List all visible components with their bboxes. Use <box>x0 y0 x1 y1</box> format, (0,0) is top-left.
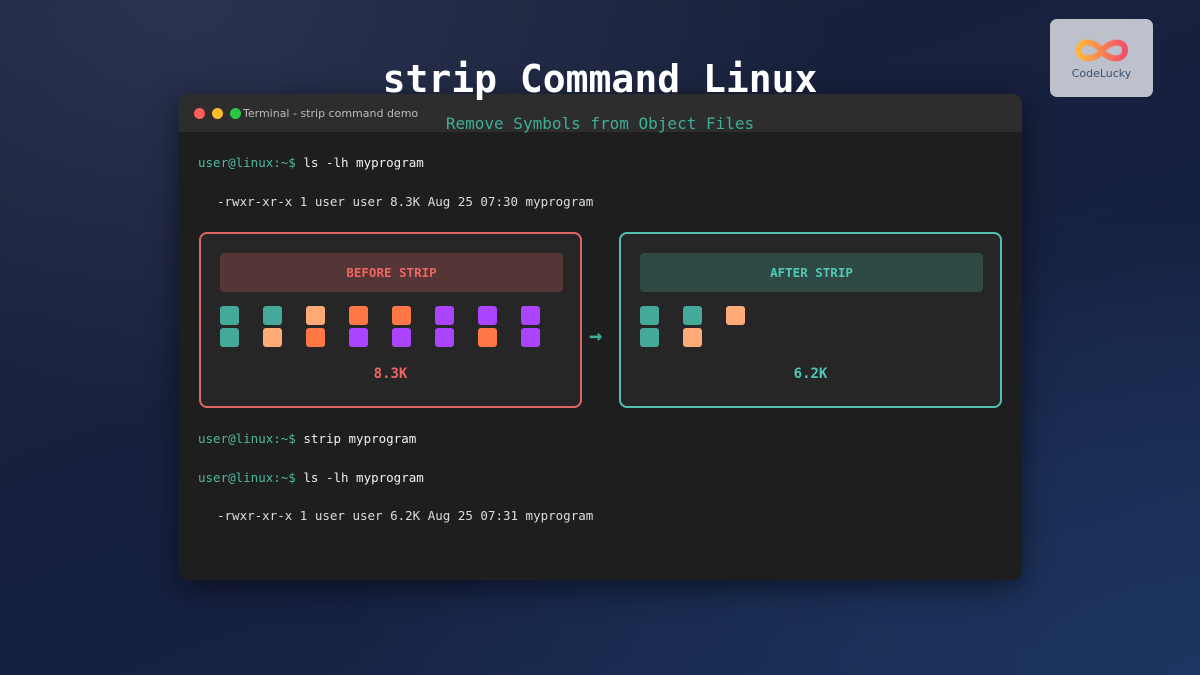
symbol-block-teal <box>683 306 702 325</box>
command: strip myprogram <box>303 431 417 446</box>
command: ls -lh myprogram <box>303 155 424 170</box>
symbol-block-purple <box>521 306 540 325</box>
empty-slot <box>941 328 960 347</box>
symbol-block-teal <box>220 328 239 347</box>
symbol-block-light_orange <box>263 328 282 347</box>
logo-text: CodeLucky <box>1071 66 1132 80</box>
empty-slot <box>769 306 788 325</box>
prompt: user@linux:~$ <box>198 470 296 485</box>
page-subtitle: Remove Symbols from Object Files <box>445 114 755 133</box>
terminal-window: Terminal - strip command demo user@linux… <box>179 94 1022 580</box>
empty-slot <box>726 328 745 347</box>
empty-slot <box>898 306 917 325</box>
empty-slot <box>812 328 831 347</box>
symbol-block-teal <box>220 306 239 325</box>
after-strip-label: AFTER STRIP <box>640 253 983 292</box>
minimize-button[interactable] <box>212 108 223 119</box>
symbol-block-teal <box>263 306 282 325</box>
symbol-block-teal <box>640 328 659 347</box>
codelucky-logo: CodeLucky <box>1050 19 1153 97</box>
symbol-block-orange <box>349 306 368 325</box>
empty-slot <box>941 306 960 325</box>
command-output: -rwxr-xr-x 1 user user 8.3K Aug 25 07:30… <box>217 194 594 209</box>
infinity-logo-icon <box>1075 39 1128 61</box>
window-title: Terminal - strip command demo <box>243 107 419 120</box>
symbol-block-purple <box>435 328 454 347</box>
before-blocks <box>220 306 540 347</box>
symbol-block-light_orange <box>306 306 325 325</box>
maximize-button[interactable] <box>230 108 241 119</box>
symbol-block-orange <box>478 328 497 347</box>
empty-slot <box>855 328 874 347</box>
empty-slot <box>855 306 874 325</box>
before-strip-panel: BEFORE STRIP 8.3K <box>199 232 582 408</box>
symbol-block-purple <box>435 306 454 325</box>
symbol-block-light_orange <box>726 306 745 325</box>
before-size: 8.3K <box>373 366 408 382</box>
title-bar: Terminal - strip command demo <box>179 94 1022 132</box>
after-strip-panel: AFTER STRIP 6.2K <box>619 232 1002 408</box>
symbol-block-purple <box>392 328 411 347</box>
close-button[interactable] <box>194 108 205 119</box>
symbol-block-teal <box>640 306 659 325</box>
after-size: 6.2K <box>793 366 828 382</box>
symbol-block-purple <box>521 328 540 347</box>
arrow-icon: → <box>589 324 603 349</box>
before-strip-label: BEFORE STRIP <box>220 253 563 292</box>
prompt: user@linux:~$ <box>198 431 296 446</box>
symbol-block-purple <box>478 306 497 325</box>
symbol-block-purple <box>349 328 368 347</box>
empty-slot <box>769 328 788 347</box>
symbol-block-orange <box>306 328 325 347</box>
empty-slot <box>812 306 831 325</box>
symbol-block-orange <box>392 306 411 325</box>
command-line: user@linux:~$ ls -lh myprogram <box>198 155 424 170</box>
page-title: strip Command Linux <box>382 57 818 101</box>
prompt: user@linux:~$ <box>198 155 296 170</box>
command: ls -lh myprogram <box>303 470 424 485</box>
command-line: user@linux:~$ ls -lh myprogram <box>198 470 424 485</box>
empty-slot <box>898 328 917 347</box>
after-blocks <box>640 306 960 347</box>
command-output: -rwxr-xr-x 1 user user 6.2K Aug 25 07:31… <box>217 508 594 523</box>
symbol-block-light_orange <box>683 328 702 347</box>
command-line: user@linux:~$ strip myprogram <box>198 431 416 446</box>
